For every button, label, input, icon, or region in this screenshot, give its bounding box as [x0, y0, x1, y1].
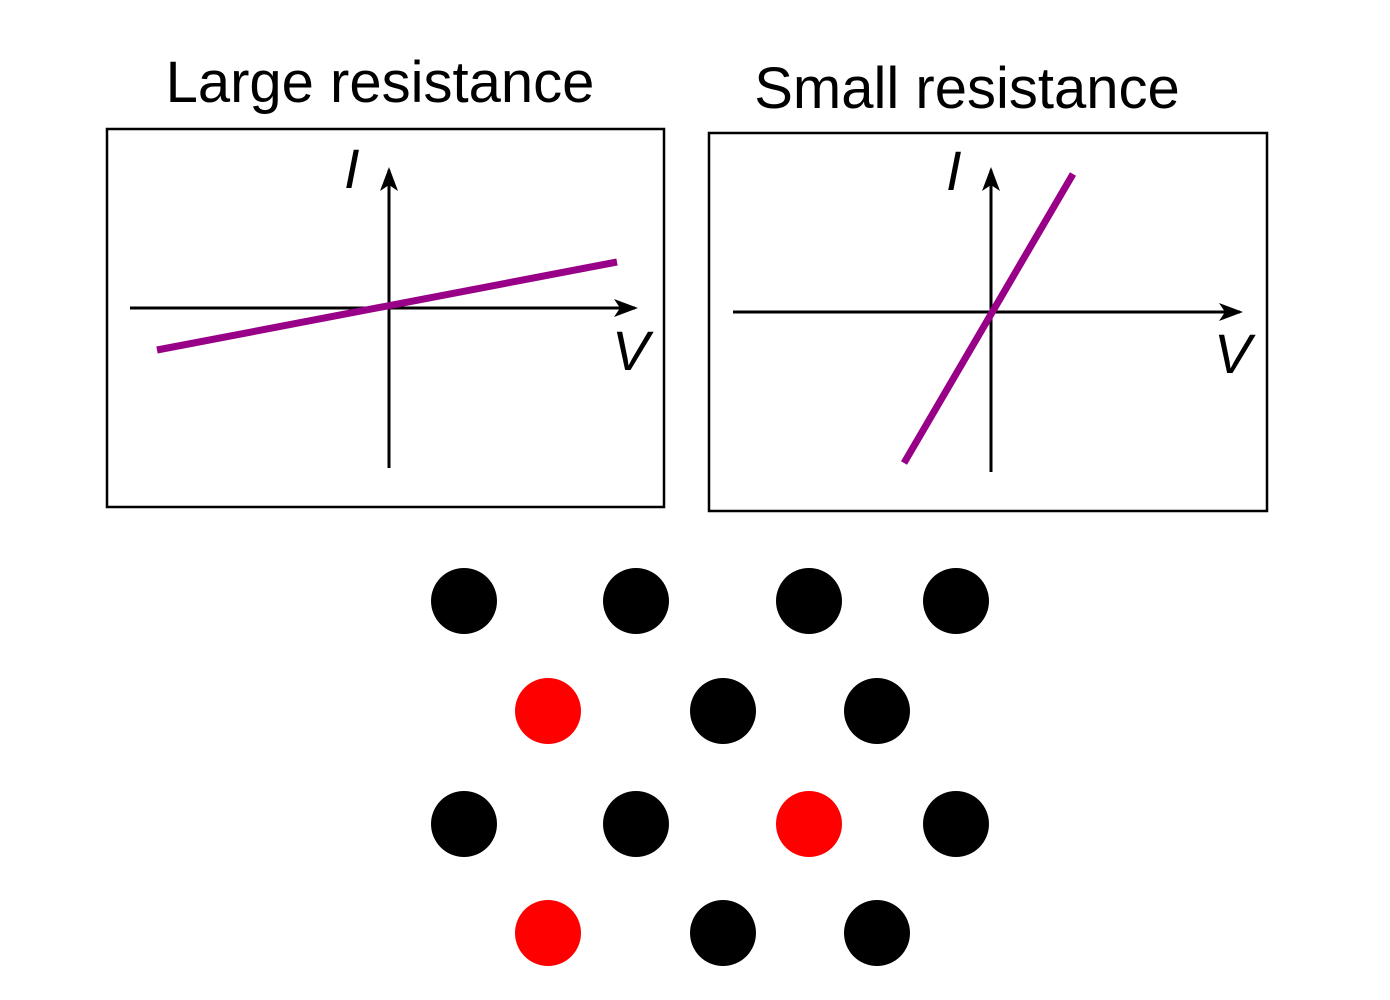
lattice-atom [690, 678, 756, 744]
x-axis-label: V [612, 319, 654, 382]
impurity-atom [776, 791, 842, 857]
panel-large-resistance: Large resistance I V [105, 50, 666, 509]
y-axis-label: I [946, 139, 962, 202]
lattice-atom [431, 791, 497, 857]
lattice-atom [431, 568, 497, 634]
impurity-atom [515, 678, 581, 744]
impurity-atom [515, 900, 581, 966]
lattice-atom [844, 678, 910, 744]
lattice-atom [776, 568, 842, 634]
x-axis-label: V [1214, 322, 1256, 385]
atom-lattice [431, 568, 989, 966]
lattice-atom [923, 791, 989, 857]
lattice-atom [844, 900, 910, 966]
iv-line [900, 172, 1077, 465]
lattice-atom [923, 568, 989, 634]
panel-title-large-resistance: Large resistance [166, 50, 595, 115]
y-axis-label: I [344, 137, 360, 200]
plot-frame [707, 131, 1269, 513]
panel-small-resistance: Small resistance I V [707, 56, 1269, 513]
panel-title-small-resistance: Small resistance [754, 56, 1179, 121]
plot-frame [105, 127, 666, 509]
lattice-atom [603, 791, 669, 857]
iv-line [156, 258, 618, 354]
lattice-atom [603, 568, 669, 634]
lattice-atom [690, 900, 756, 966]
